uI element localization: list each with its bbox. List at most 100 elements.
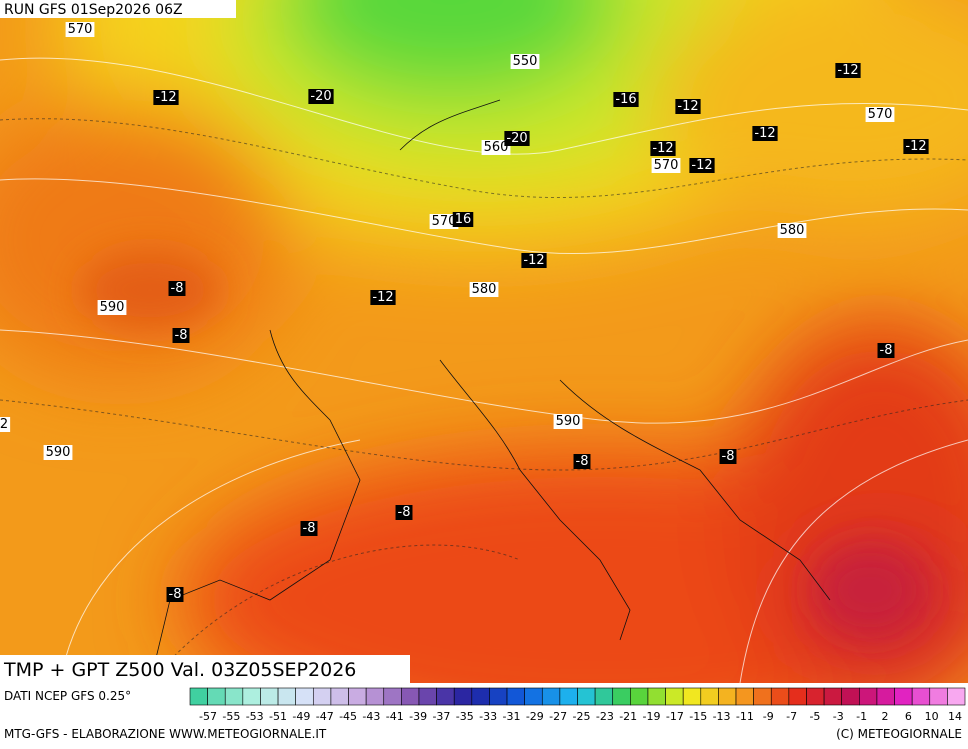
temp-label-box	[903, 139, 929, 154]
scale-swatch	[489, 687, 508, 706]
scale-label: -39	[409, 710, 427, 723]
run-label: RUN GFS 01Sep2026 06Z	[4, 2, 183, 18]
temp-label: -12	[754, 126, 775, 141]
temp-label: -12	[677, 99, 698, 114]
height-label: 560	[484, 140, 509, 155]
temp-label-box	[650, 141, 676, 156]
scale-swatch	[312, 687, 332, 706]
scale-swatch	[911, 687, 931, 706]
scale-swatch	[788, 687, 807, 706]
scale-swatch	[700, 687, 719, 706]
scale-swatch	[665, 687, 684, 706]
scale-label: -57	[199, 710, 217, 723]
height-label: 580	[472, 282, 497, 297]
scale-label: -47	[316, 710, 334, 723]
scale-label: -7	[786, 710, 797, 723]
height-label: 550	[513, 54, 538, 69]
height-label-box	[469, 282, 499, 297]
scale-swatch	[189, 687, 208, 706]
temp-label-box	[308, 89, 334, 104]
scale-label: -43	[362, 710, 380, 723]
temp-label-box	[689, 158, 715, 173]
scale-swatch	[947, 687, 966, 706]
scale-swatch	[612, 687, 631, 706]
scale-swatch	[242, 687, 261, 706]
height-label: 590	[556, 414, 581, 429]
height-label-box	[97, 300, 127, 315]
scale-label: -31	[502, 710, 520, 723]
scale-swatch	[383, 687, 402, 706]
isotherms	[0, 118, 968, 683]
scale-label: -55	[222, 710, 240, 723]
scale-swatch	[401, 687, 420, 706]
temp-label: -12	[905, 139, 926, 154]
height-label: 590	[100, 300, 125, 315]
temp-label-box	[504, 131, 530, 146]
scale-swatch	[841, 687, 860, 706]
scale-label: 6	[905, 710, 912, 723]
temp-label-box	[172, 328, 190, 343]
height-label-box	[777, 223, 807, 238]
temp-label-box	[675, 99, 701, 114]
temp-label: -8	[169, 587, 182, 602]
scale-label: -5	[809, 710, 820, 723]
scale-swatch	[541, 687, 561, 706]
scale-swatch	[471, 687, 490, 706]
scale-swatch	[260, 687, 279, 706]
scale-label: -25	[573, 710, 591, 723]
height-label: 570	[868, 107, 893, 122]
scale-label: -1	[856, 710, 867, 723]
scale-swatch	[524, 687, 543, 706]
scale-label: -51	[269, 710, 287, 723]
scale-swatch	[365, 687, 385, 706]
temp-label-box	[613, 92, 639, 107]
scale-swatch	[859, 687, 878, 706]
scale-swatch	[295, 687, 314, 706]
temp-label-box	[521, 253, 547, 268]
scale-label: -3	[833, 710, 844, 723]
scale-swatch	[647, 687, 666, 706]
temp-label-box	[752, 126, 778, 141]
scale-label: -23	[596, 710, 614, 723]
scale-swatch	[630, 687, 649, 706]
height-label: 570	[432, 214, 457, 229]
temp-label: 16	[455, 212, 472, 227]
height-label-box	[510, 54, 540, 69]
height-label: 570	[654, 158, 679, 173]
temp-label: -8	[576, 454, 589, 469]
scale-label: -41	[386, 710, 404, 723]
scale-swatch	[876, 687, 895, 706]
temp-label: -8	[722, 449, 735, 464]
temp-label: -20	[310, 89, 331, 104]
scale-label: -33	[479, 710, 497, 723]
height-label-box	[553, 414, 583, 429]
scale-label: -13	[713, 710, 731, 723]
scale-swatch	[770, 687, 790, 706]
temp-label: -8	[398, 505, 411, 520]
scale-swatch	[735, 687, 754, 706]
scale-swatch	[559, 687, 578, 706]
title-box	[0, 655, 410, 683]
source: DATI NCEP GFS 0.25°	[4, 689, 131, 703]
height-label: 590	[46, 445, 71, 460]
temp-label-box	[719, 449, 737, 464]
scale-swatch	[224, 687, 244, 706]
temp-label-box	[166, 587, 184, 602]
scale-swatch	[453, 687, 473, 706]
temp-label: -12	[372, 290, 393, 305]
temp-label-box	[168, 281, 186, 296]
copyright: (C) METEOGIORNALE	[836, 727, 962, 741]
scale-label: -45	[339, 710, 357, 723]
height-label-box	[0, 417, 11, 432]
temp-label-box	[395, 505, 413, 520]
temp-label-box	[300, 521, 318, 536]
scale-label: -19	[643, 710, 661, 723]
scale-swatch	[806, 687, 825, 706]
temp-label-box	[370, 290, 396, 305]
temp-label: -12	[691, 158, 712, 173]
credit: MTG-GFS - ELABORAZIONE WWW.METEOGIORNALE…	[4, 727, 327, 741]
temp-label: -12	[837, 63, 858, 78]
temp-label: -16	[615, 92, 636, 107]
scale-swatch	[207, 687, 226, 706]
